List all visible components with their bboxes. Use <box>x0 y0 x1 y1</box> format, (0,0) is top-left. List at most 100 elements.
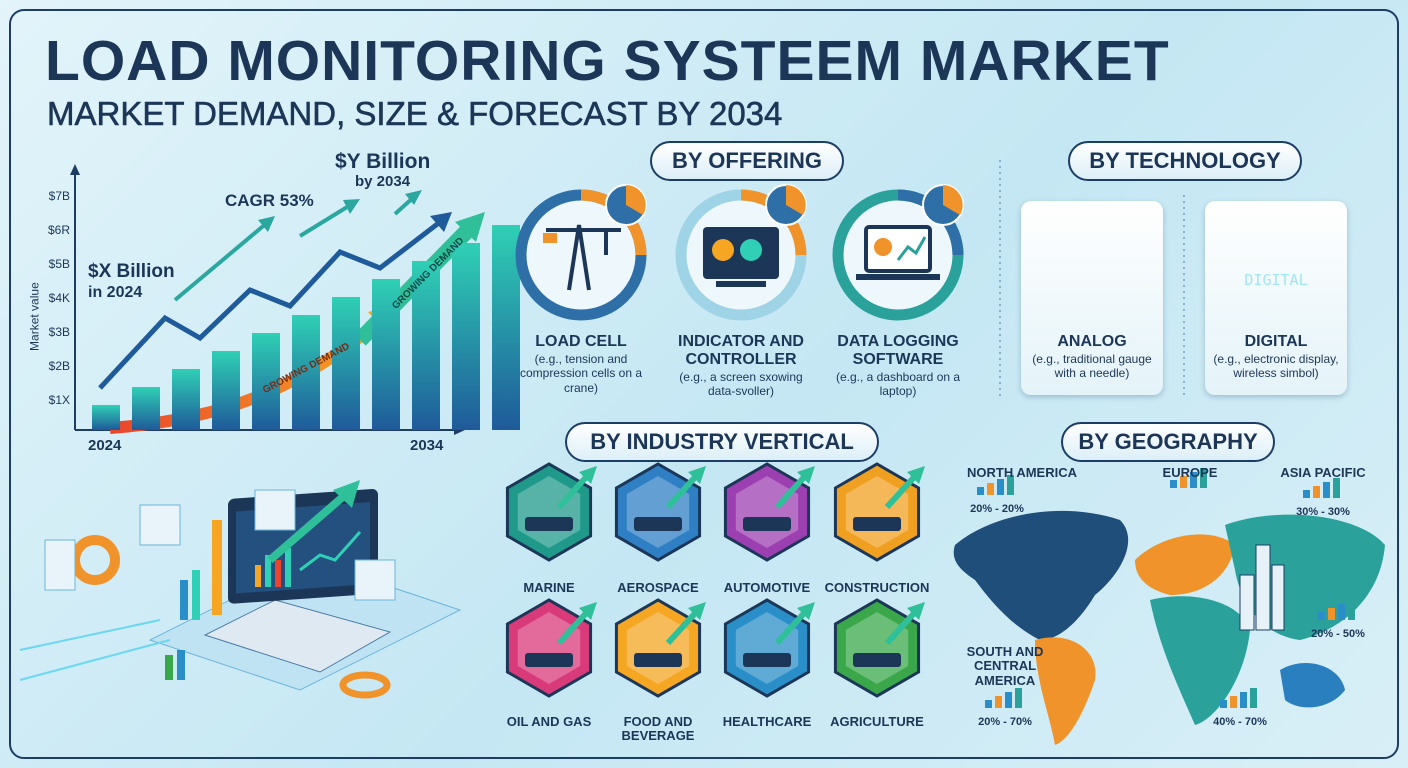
technology-name: DIGITAL <box>1244 333 1308 350</box>
industry-arrow <box>884 471 920 510</box>
world-map <box>953 510 1385 745</box>
industry-arrow <box>665 471 701 510</box>
offering-note: (e.g., a screen sxowing data-svoller) <box>679 370 803 399</box>
region-mini-bar <box>997 479 1004 495</box>
region-share: 40% - 70% <box>1213 716 1267 728</box>
offering-name: DATA LOGGING SOFTWARE <box>837 333 959 368</box>
industry-arrow <box>556 607 592 646</box>
crane-block <box>543 233 557 243</box>
region-mini-bar <box>1170 480 1177 488</box>
industry-name: MARINE <box>523 580 575 595</box>
industry-name: AEROSPACE <box>617 580 699 595</box>
industry-hexagon <box>614 462 702 562</box>
industry-arrow <box>774 471 810 510</box>
industry-icon <box>743 653 791 667</box>
region-mini-bar <box>1200 468 1207 488</box>
growth-bar <box>452 243 480 430</box>
industry-arrow-head <box>797 602 815 620</box>
growth-bar <box>332 297 360 430</box>
region-mini-bar <box>1303 490 1310 498</box>
technology-card <box>1021 201 1163 395</box>
dial <box>740 239 762 261</box>
industry-name: AGRICULTURE <box>830 714 924 729</box>
section-heading: BY GEOGRAPHY <box>1061 422 1275 462</box>
region-share: 20% - 70% <box>978 716 1032 728</box>
offering-note: (e.g., a dashboard on a laptop) <box>835 370 961 399</box>
technology-name: ANALOG <box>1057 333 1127 350</box>
region-mini-bar <box>1338 604 1345 620</box>
y-tick-label: $2B <box>48 359 70 373</box>
region-mini-bar <box>987 483 994 495</box>
growth-bar <box>412 261 440 430</box>
growth-bar <box>292 315 320 430</box>
industry-icon <box>853 653 901 667</box>
industry-hexagon <box>833 462 921 562</box>
section-heading: BY OFFERING <box>650 141 844 181</box>
region-mini-bar <box>1240 692 1247 708</box>
offering-note: (e.g., tension and compression cells on … <box>519 352 643 395</box>
badge-slice <box>943 185 963 215</box>
start-year: in 2024 <box>88 284 143 301</box>
region-mini-bar <box>1250 688 1257 708</box>
industry-arrow <box>774 607 810 646</box>
technology-note: (e.g., traditional gauge with a needle) <box>1032 352 1152 381</box>
y-tick-label: $3B <box>48 325 70 339</box>
region-share: 20% - 20% <box>970 503 1024 515</box>
region-name: NORTH AMERICA <box>966 465 1077 480</box>
region-mini-bar <box>1313 486 1320 498</box>
industry-name: OIL AND GAS <box>506 714 592 729</box>
laptop-illustration <box>19 480 462 699</box>
dial <box>712 239 734 261</box>
cagr: CAGR 53% <box>225 191 314 210</box>
region-name: SOUTH AND CENTRAL AMERICA <box>966 644 1044 688</box>
title: LOAD MONITORING SYSTEEM MARKET <box>45 29 1170 93</box>
display-text: DIGITAL <box>1244 271 1308 289</box>
frame <box>9 9 1399 759</box>
region-mini-bar <box>1220 700 1227 708</box>
section-heading: BY TECHNOLOGY <box>1068 141 1302 181</box>
industry-arrow-head <box>688 602 706 620</box>
growth-bar <box>132 387 160 430</box>
y-axis-label: Market value <box>27 282 42 351</box>
crane-icon <box>546 224 621 291</box>
offering-name: INDICATOR AND CONTROLLER <box>678 333 804 368</box>
y-tick-label: $4K <box>48 291 70 305</box>
industry-hexagon <box>505 598 593 698</box>
region-mini-bar <box>1318 612 1325 620</box>
laptop-icon <box>864 225 932 273</box>
region-share: 30% - 30% <box>1296 506 1350 518</box>
start-value: $X Billion <box>88 261 175 282</box>
region-share: 20% - 50% <box>1311 628 1365 640</box>
badge-slice <box>786 185 806 215</box>
x-label: 2024 <box>88 437 122 454</box>
industry-hexagon <box>833 598 921 698</box>
region-mini-bar <box>1180 476 1187 488</box>
badge-slice <box>626 185 646 215</box>
trend <box>896 236 927 261</box>
section-heading: BY INDUSTRY VERTICAL <box>565 422 879 462</box>
y-tick-label: $7B <box>48 189 70 203</box>
industry-hexagon <box>505 462 593 562</box>
end-value: $Y Billion <box>335 150 431 173</box>
industry-name: CONSTRUCTION <box>824 580 930 595</box>
growth-bar <box>212 351 240 430</box>
region-mini-bar <box>977 487 984 495</box>
industry-arrow-head <box>579 466 597 484</box>
growth-bar <box>172 369 200 430</box>
industry-arrow-head <box>688 466 706 484</box>
industry-icon <box>743 517 791 531</box>
industry-name: AUTOMOTIVE <box>723 580 811 595</box>
y-tick-label: $5B <box>48 257 70 271</box>
technology-card <box>1205 201 1347 395</box>
x-label: 2034 <box>410 437 444 454</box>
technology-note: (e.g., electronic display, wireless simb… <box>1213 352 1339 381</box>
industry-arrow-head <box>907 466 925 484</box>
pie <box>874 238 892 256</box>
subtitle: MARKET DEMAND, SIZE & FORECAST BY 2034 <box>47 95 783 132</box>
y-tick-label: $6R <box>47 223 70 237</box>
region-mini-bar <box>985 700 992 708</box>
region-mini-bar <box>1230 696 1237 708</box>
region-mini-bar <box>1348 600 1355 620</box>
end-year: by 2034 <box>355 173 411 190</box>
